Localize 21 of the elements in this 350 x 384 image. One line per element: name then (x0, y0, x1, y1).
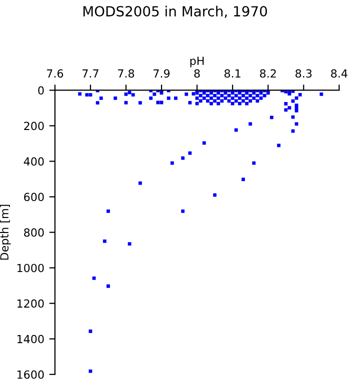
x-tick-label: 8.2 (260, 69, 276, 78)
y-tick-label: 600 (24, 192, 44, 202)
chart-title: MODS2005 in March, 1970 (83, 6, 267, 18)
x-tick-label: 8.3 (296, 69, 312, 78)
y-axis-title: Depth [m] (0, 204, 11, 260)
x-tick-label: 8.4 (331, 69, 348, 78)
x-tick-label: 8 (194, 69, 200, 78)
x-tick-label: 7.6 (47, 69, 64, 78)
y-tick-label: 800 (24, 228, 44, 237)
x-axis-title: pH (190, 56, 204, 68)
y-tick-label: 1200 (17, 299, 44, 308)
y-tick-label: 0 (38, 86, 44, 95)
y-tick-label: 1400 (17, 334, 44, 344)
x-tick-label: 7.9 (154, 69, 170, 78)
y-tick-label: 1000 (17, 264, 44, 272)
y-tick-label: 1600 (17, 370, 44, 379)
y-tick-label: 400 (24, 157, 44, 166)
y-tick-label: 200 (24, 122, 44, 130)
x-tick-label: 7.7 (82, 69, 98, 78)
x-tick-label: 8.1 (224, 69, 240, 78)
x-tick-label: 7.8 (118, 69, 134, 78)
